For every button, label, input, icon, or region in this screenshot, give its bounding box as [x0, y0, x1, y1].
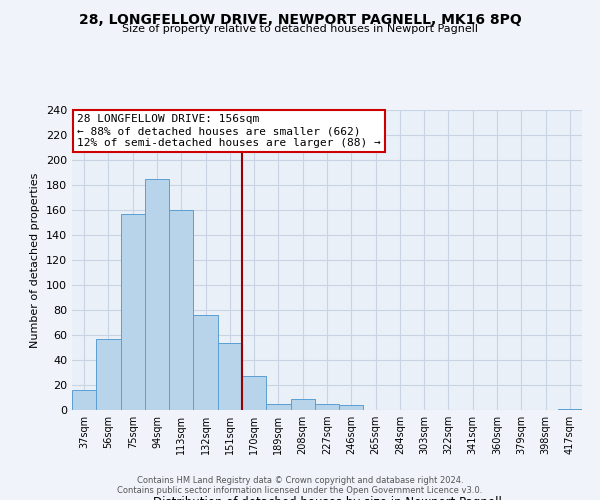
Y-axis label: Number of detached properties: Number of detached properties — [31, 172, 40, 348]
Text: 28 LONGFELLOW DRIVE: 156sqm
← 88% of detached houses are smaller (662)
12% of se: 28 LONGFELLOW DRIVE: 156sqm ← 88% of det… — [77, 114, 381, 148]
Bar — [339, 405, 364, 410]
Text: 28, LONGFELLOW DRIVE, NEWPORT PAGNELL, MK16 8PQ: 28, LONGFELLOW DRIVE, NEWPORT PAGNELL, M… — [79, 12, 521, 26]
Bar — [96, 339, 121, 410]
Bar — [315, 404, 339, 410]
Bar — [193, 315, 218, 410]
Bar — [242, 376, 266, 410]
Bar — [169, 210, 193, 410]
Bar — [145, 179, 169, 410]
X-axis label: Distribution of detached houses by size in Newport Pagnell: Distribution of detached houses by size … — [152, 496, 502, 500]
Bar — [558, 409, 582, 410]
Bar — [290, 399, 315, 410]
Text: Size of property relative to detached houses in Newport Pagnell: Size of property relative to detached ho… — [122, 24, 478, 34]
Bar — [72, 390, 96, 410]
Bar — [121, 214, 145, 410]
Text: Contains HM Land Registry data © Crown copyright and database right 2024.
Contai: Contains HM Land Registry data © Crown c… — [118, 476, 482, 495]
Bar — [266, 404, 290, 410]
Bar — [218, 342, 242, 410]
